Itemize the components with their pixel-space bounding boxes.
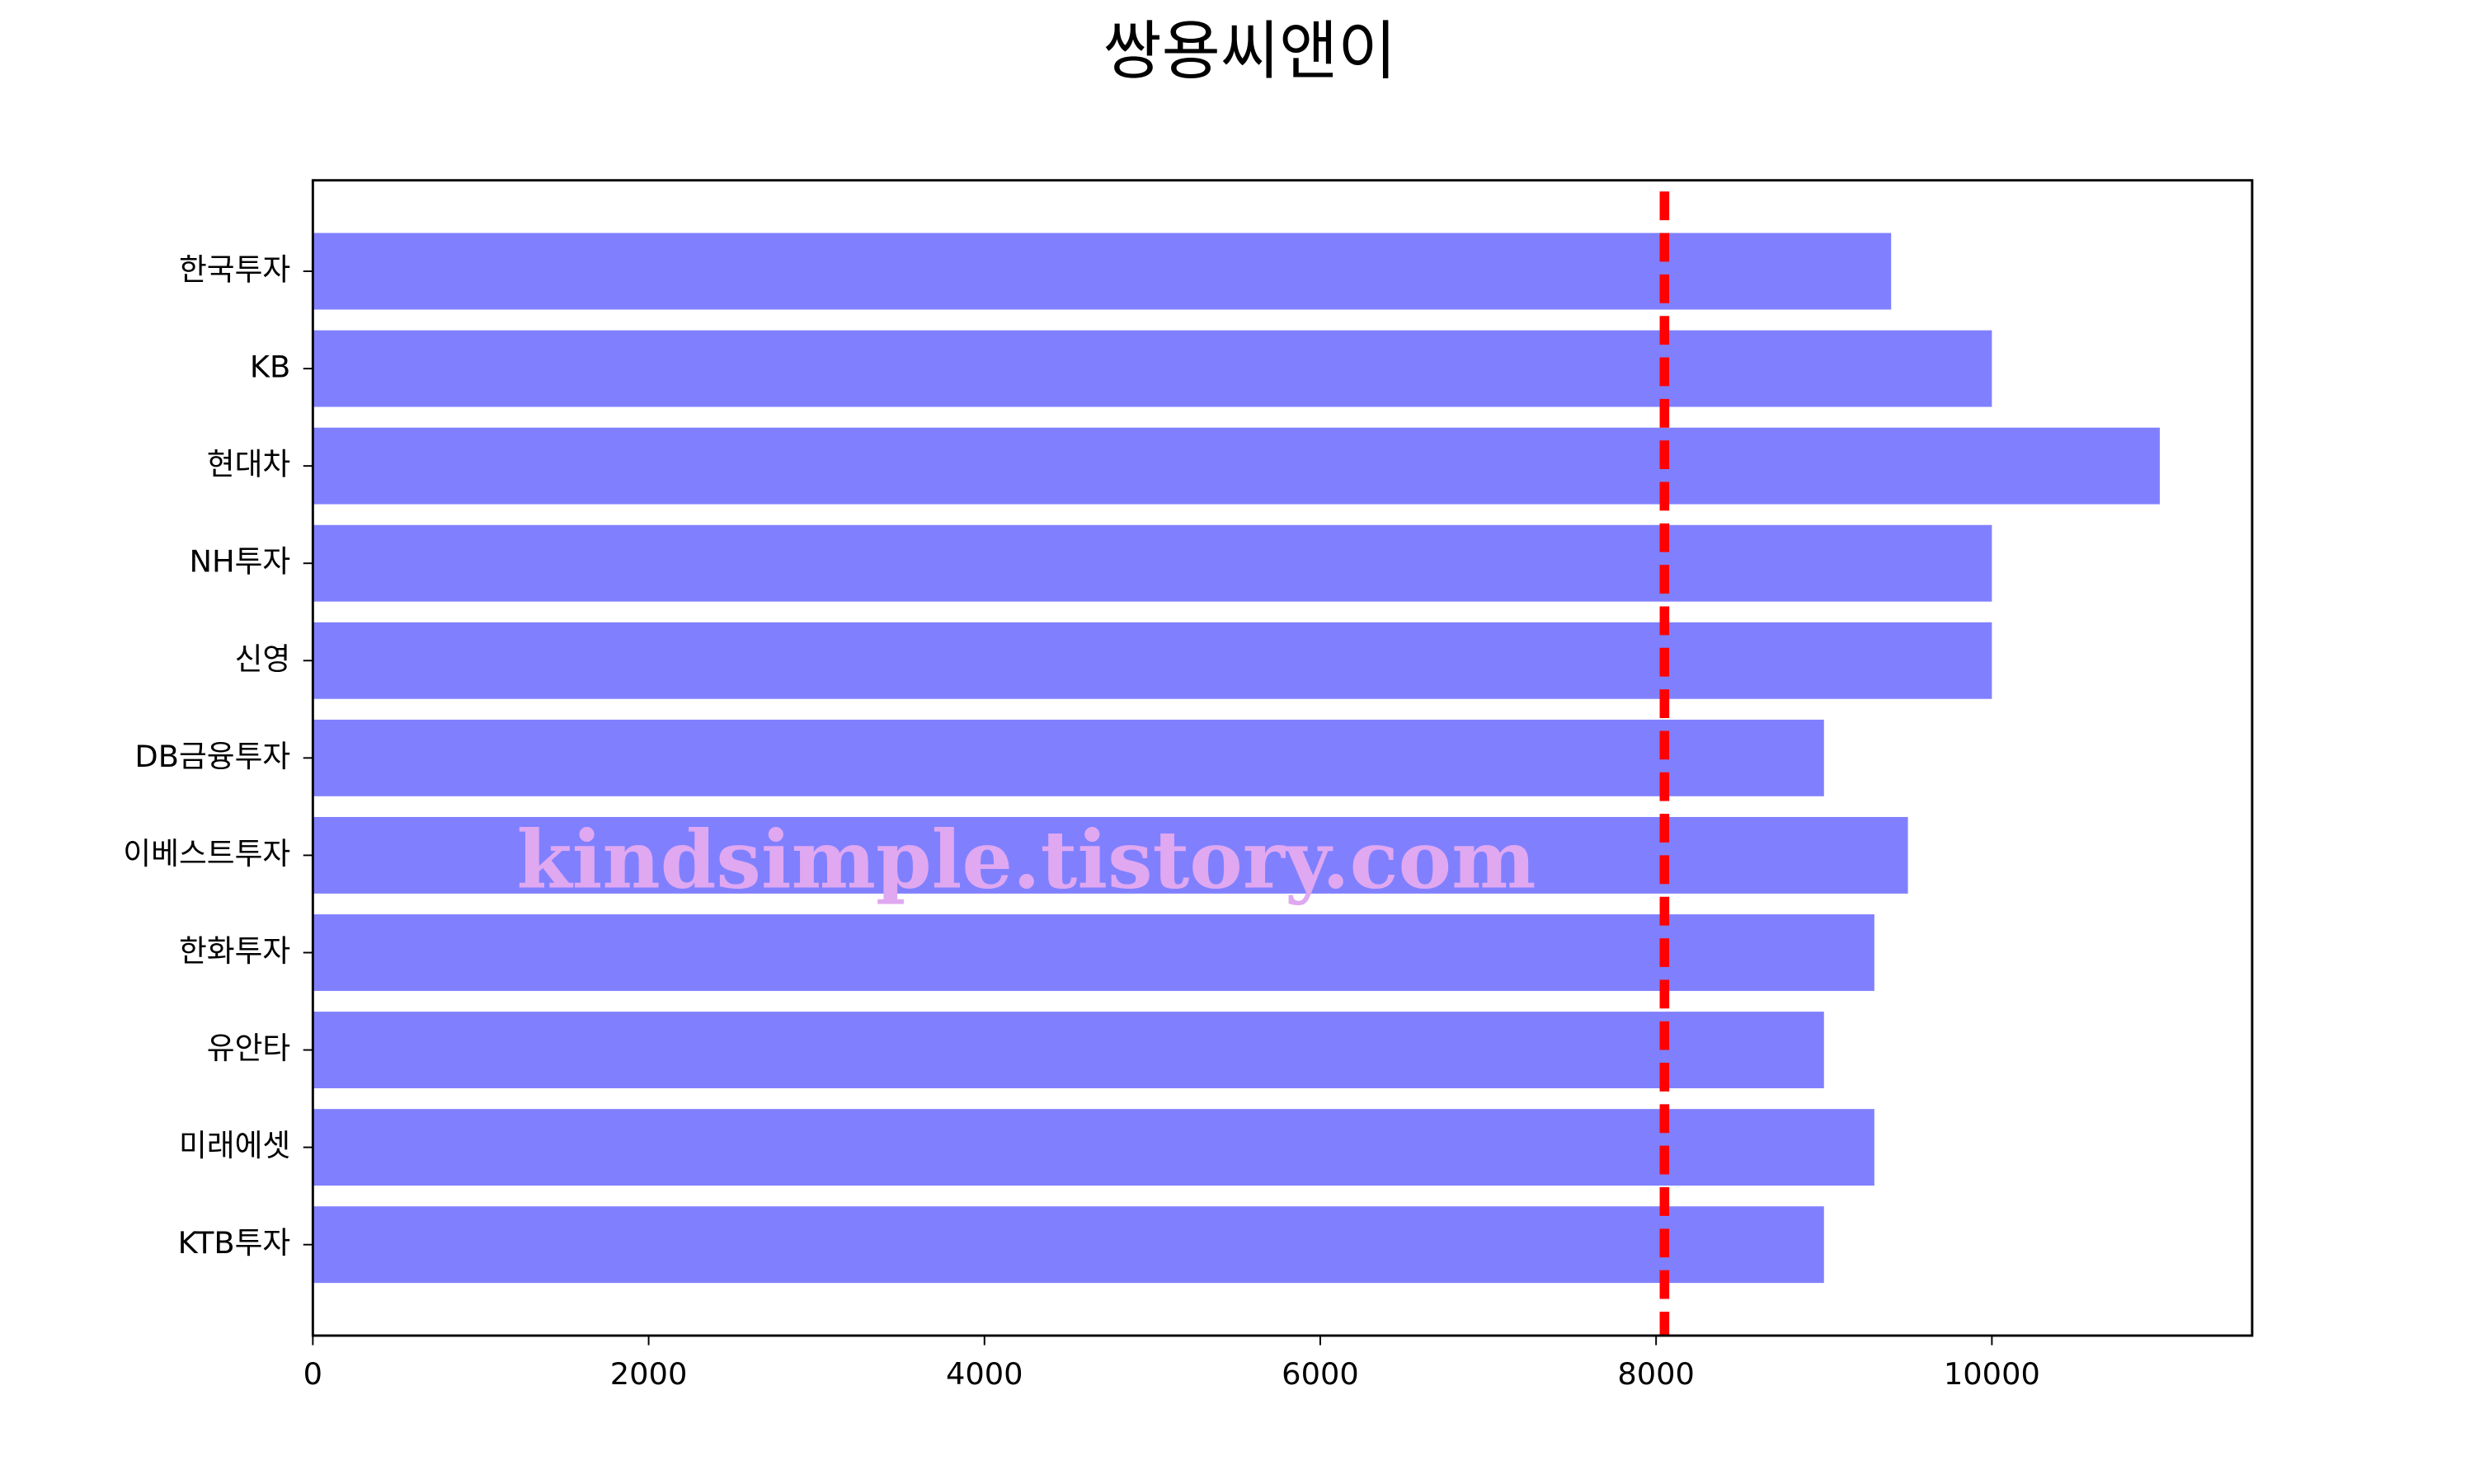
bar xyxy=(313,524,1992,602)
x-tick-label: 4000 xyxy=(946,1356,1023,1392)
y-tick-label: KB xyxy=(250,350,290,385)
bar xyxy=(313,816,1908,894)
y-tick-label: 현대차 xyxy=(207,447,290,482)
y-tick-label: DB금융투자 xyxy=(134,739,290,774)
watermark: kindsimple.tistory.com xyxy=(517,812,1536,906)
x-tick-label: 2000 xyxy=(610,1356,688,1392)
x-tick-label: 6000 xyxy=(1282,1356,1359,1392)
bar xyxy=(313,622,1992,699)
bar xyxy=(313,914,1874,991)
y-tick-label: 유안타 xyxy=(207,1031,290,1066)
bar xyxy=(313,719,1824,796)
y-tick-label: KTB투자 xyxy=(178,1225,291,1261)
bar xyxy=(313,330,1992,407)
bar xyxy=(313,232,1892,310)
y-tick-label: NH투자 xyxy=(189,544,290,580)
bar xyxy=(313,427,2160,505)
bar xyxy=(313,1206,1824,1284)
bar xyxy=(313,1012,1824,1088)
y-tick-label: 이베스트투자 xyxy=(123,836,290,871)
y-tick-label: 한국투자 xyxy=(179,252,290,288)
x-tick-label: 8000 xyxy=(1617,1356,1695,1392)
x-tick-label: 0 xyxy=(303,1356,322,1392)
bar xyxy=(313,1109,1874,1186)
chart-title: 쌍용씨앤이 xyxy=(1103,15,1396,89)
y-tick-label: 미래에셋 xyxy=(179,1128,290,1163)
x-tick-label: 10000 xyxy=(1944,1356,2040,1392)
y-tick-label: 신영 xyxy=(235,641,291,677)
plot-frame xyxy=(311,179,2254,1337)
y-tick-label: 한화투자 xyxy=(179,933,290,969)
